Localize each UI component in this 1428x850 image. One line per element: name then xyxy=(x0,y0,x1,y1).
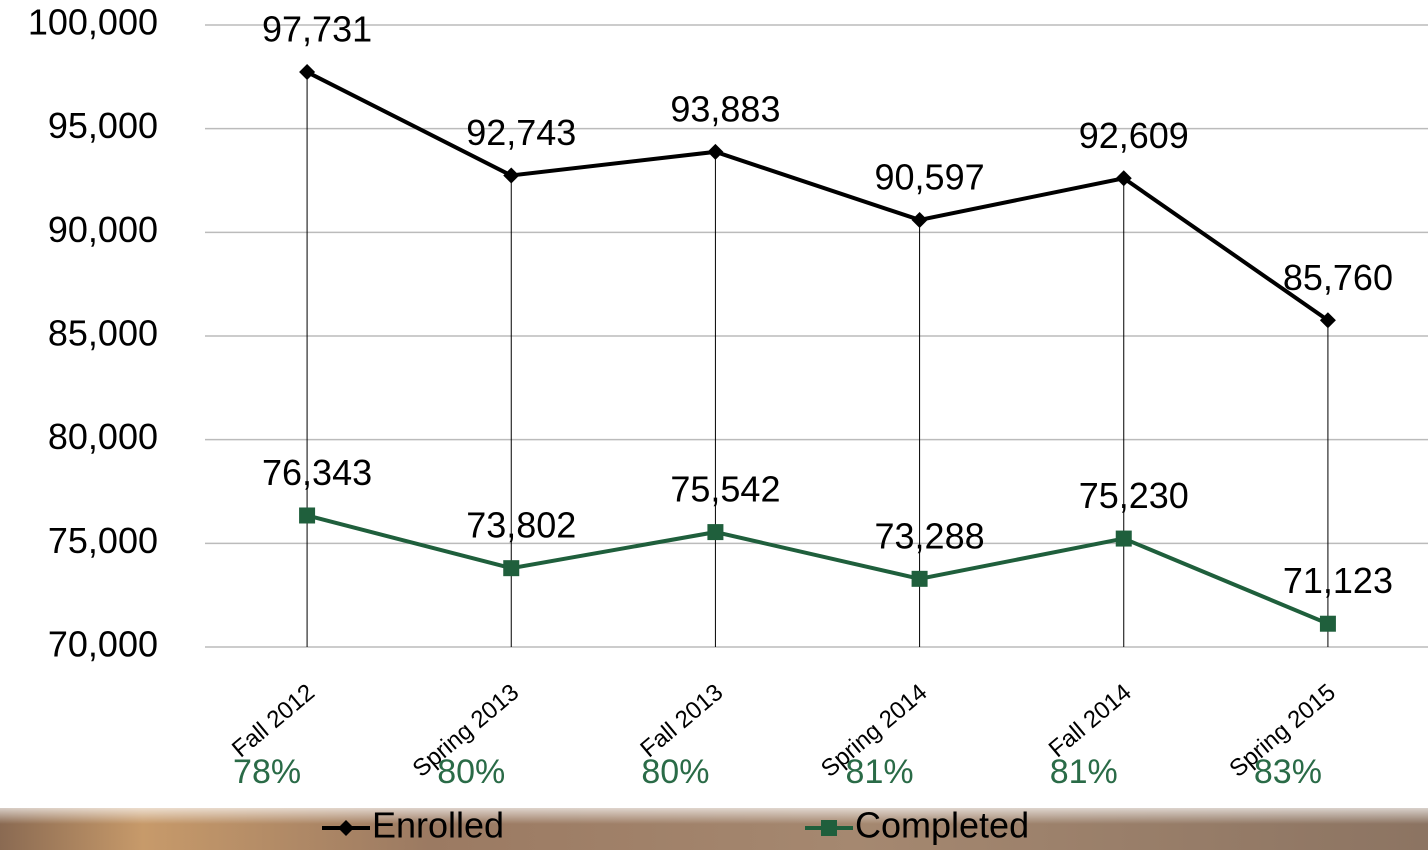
completion-rate: 83% xyxy=(1254,753,1322,791)
background-fade xyxy=(0,800,1428,824)
marker xyxy=(1116,531,1132,547)
data-label: 93,883 xyxy=(670,88,780,129)
x-tick-label: Fall 2013 xyxy=(635,679,728,763)
data-label: 92,609 xyxy=(1079,115,1189,156)
completion-rate: 80% xyxy=(641,753,709,791)
marker xyxy=(503,167,519,183)
y-tick-label: 75,000 xyxy=(48,520,158,561)
data-label: 71,123 xyxy=(1283,560,1393,601)
legend-label: Completed xyxy=(855,805,1029,846)
y-tick-label: 70,000 xyxy=(48,624,158,665)
x-tick-label: Fall 2012 xyxy=(227,679,320,763)
chart: 70,000 75,000 80,000 85,000 90,000 95,000 100,… xyxy=(0,0,1428,850)
x-tick-label: Fall 2014 xyxy=(1044,679,1137,763)
completion-rate: 81% xyxy=(846,753,914,791)
marker xyxy=(503,560,519,576)
data-label: 73,802 xyxy=(466,505,576,546)
data-label: 85,760 xyxy=(1283,257,1393,298)
series-line xyxy=(307,72,1328,320)
data-label: 97,731 xyxy=(262,9,372,50)
marker xyxy=(707,524,723,540)
completion-rate: 80% xyxy=(437,753,505,791)
data-label: 92,743 xyxy=(466,112,576,153)
series-line xyxy=(307,515,1328,623)
completion-rate: 81% xyxy=(1050,753,1118,791)
completion-rate: 78% xyxy=(233,753,301,791)
y-tick-label: 95,000 xyxy=(48,105,158,146)
marker xyxy=(299,64,315,80)
data-label: 75,230 xyxy=(1079,475,1189,516)
y-tick-label: 80,000 xyxy=(48,416,158,457)
y-tick-label: 100,000 xyxy=(28,2,158,43)
marker xyxy=(707,144,723,160)
data-label: 73,288 xyxy=(875,515,985,556)
legend-label: Enrolled xyxy=(372,805,504,846)
marker xyxy=(1320,616,1336,632)
marker xyxy=(912,212,928,228)
data-label: 76,343 xyxy=(262,452,372,493)
y-tick-label: 90,000 xyxy=(48,209,158,250)
legend-marker xyxy=(821,820,837,836)
y-tick-label: 85,000 xyxy=(48,313,158,354)
data-label: 75,542 xyxy=(670,469,780,510)
data-label: 90,597 xyxy=(875,156,985,197)
marker xyxy=(912,571,928,587)
marker xyxy=(299,507,315,523)
